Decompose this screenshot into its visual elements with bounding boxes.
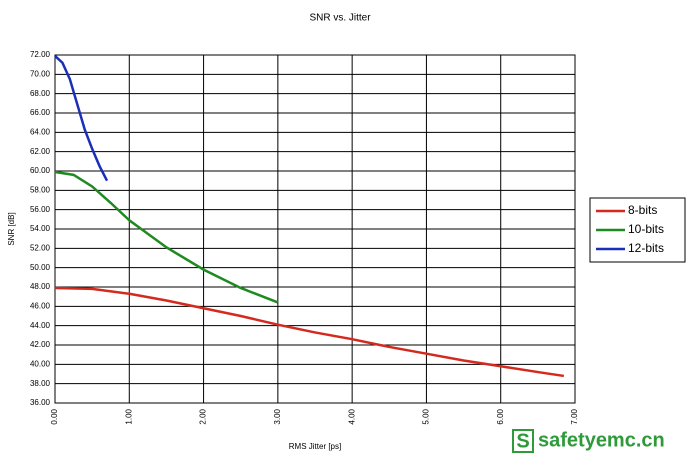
watermark-icon: S [516,430,529,452]
legend-text: 8-bits [628,203,657,217]
y-tick-label: 64.00 [30,127,51,136]
x-tick-label: 7.00 [570,408,579,424]
x-tick-label: 0.00 [50,408,59,424]
y-tick-label: 36.00 [30,398,51,407]
series-line [54,286,565,378]
y-tick-label: 38.00 [30,379,51,388]
y-tick-label: 42.00 [30,340,51,349]
x-axis-label: RMS Jitter [ps] [289,442,341,451]
y-tick-label: 66.00 [30,108,51,117]
x-tick-label: 1.00 [124,408,133,424]
x-tick-label: 4.00 [347,408,356,424]
x-tick-label: 3.00 [273,408,282,424]
y-tick-label: 72.00 [30,50,51,59]
series-line [54,55,109,182]
y-tick-label: 58.00 [30,185,51,194]
y-tick-label: 46.00 [30,301,51,310]
x-tick-label: 6.00 [496,408,505,424]
y-tick-label: 68.00 [30,89,51,98]
y-tick-label: 70.00 [30,69,51,78]
y-tick-label: 48.00 [30,282,51,291]
legend-text: 10-bits [628,222,664,236]
y-axis-label: SNR [dB] [7,212,16,245]
y-tick-label: 62.00 [30,147,51,156]
y-tick-label: 54.00 [30,224,51,233]
y-tick-label: 60.00 [30,166,51,175]
chart-title: SNR vs. Jitter [309,13,371,24]
x-tick-label: 5.00 [422,408,431,424]
watermark: safetyemc.cn [538,429,665,451]
y-tick-label: 56.00 [30,205,51,214]
y-tick-label: 52.00 [30,243,51,252]
x-tick-label: 2.00 [199,408,208,424]
legend-text: 12-bits [628,241,664,255]
watermark-icon-box [512,429,534,453]
y-tick-label: 50.00 [30,263,51,272]
y-tick-label: 40.00 [30,359,51,368]
series-line [54,170,279,304]
y-tick-label: 44.00 [30,321,51,330]
